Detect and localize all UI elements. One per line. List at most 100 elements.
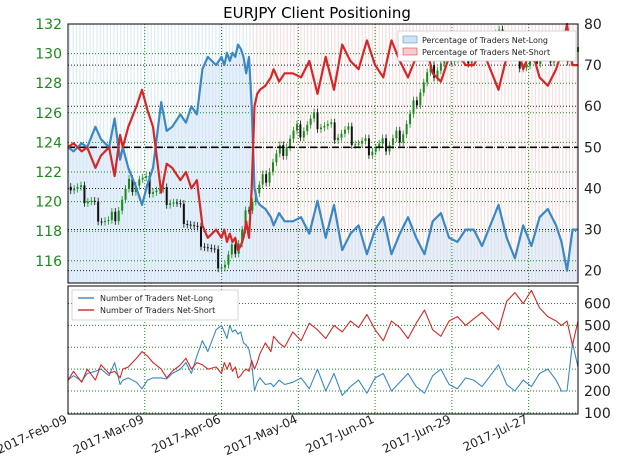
price-candle-body (426, 72, 429, 83)
price-candle-body (323, 125, 326, 128)
price-candle-body (206, 247, 209, 249)
price-candle-body (128, 178, 131, 189)
price-tick-label: 120 (35, 195, 62, 211)
date-tick-label: 2017-Jun-29 (380, 412, 453, 456)
price-candle-body (333, 122, 336, 141)
date-tick-label: 2017-Mar-09 (71, 412, 146, 457)
price-candle-body (175, 202, 178, 204)
price-candle-body (299, 124, 302, 138)
price-candle-body (152, 192, 154, 194)
percent-tick-label: 30 (584, 223, 602, 239)
price-candle-body (73, 188, 76, 191)
top-legend: Percentage of Traders Net-Long Percentage… (397, 30, 577, 62)
date-tick-label: 2017-Jul-27 (461, 412, 530, 454)
price-candle-body (319, 127, 322, 130)
price-tick-label: 124 (35, 135, 62, 151)
price-candle-body (90, 200, 93, 202)
price-tick-label: 116 (35, 254, 62, 270)
price-candle-body (241, 229, 244, 244)
price-candle-body (388, 145, 391, 152)
price-candle-body (275, 153, 278, 163)
price-candle-body (121, 199, 124, 211)
price-candle-body (210, 247, 213, 249)
price-candle-body (337, 137, 340, 141)
price-candle-body (292, 130, 295, 139)
percent-tick-label: 20 (584, 264, 602, 280)
price-candle-body (350, 126, 353, 146)
price-candle-body (193, 225, 196, 227)
price-candle-body (409, 113, 412, 125)
price-candle-body (230, 244, 233, 255)
price-candle-body (265, 174, 268, 183)
price-candle-body (306, 124, 309, 132)
price-candle-body (80, 185, 83, 188)
count-tick-label: 200 (584, 384, 611, 400)
price-candle-body (186, 223, 189, 225)
price-candle-body (347, 126, 350, 130)
price-candle-body (381, 138, 384, 144)
price-candle-body (278, 145, 281, 154)
price-candle-body (227, 254, 230, 265)
date-tick-label: 2017-May-04 (222, 412, 300, 458)
bottom-plot-frame (67, 285, 579, 415)
price-candle-body (371, 151, 374, 156)
price-candle-body (247, 210, 250, 212)
trader-count-panel: 100 200 300 400 500 600 Number of Traders Net-… (67, 285, 611, 422)
price-candle-body (343, 129, 346, 134)
price-tick-label: 132 (35, 17, 62, 33)
price-candle-body (148, 176, 151, 194)
price-candle-body (76, 187, 79, 189)
price-candle-body (97, 201, 100, 222)
price-candle-body (199, 226, 202, 247)
price-candle-body (83, 185, 86, 204)
price-candle-body (529, 58, 532, 66)
price-tick-label: 118 (35, 224, 62, 240)
price-tick-label: 126 (35, 106, 62, 122)
price-candle-body (361, 140, 364, 144)
price-candle-body (433, 65, 436, 78)
price-candle-body (179, 203, 182, 205)
price-candle-body (86, 201, 89, 204)
price-candle-body (93, 200, 96, 202)
net-long-area (68, 44, 578, 283)
price-candle-body (268, 171, 271, 183)
legend-swatch (402, 47, 418, 56)
top-plot-frame (67, 23, 579, 284)
percent-tick-label: 50 (584, 140, 602, 156)
price-candle-body (415, 100, 418, 106)
date-tick-label: 2017-Jun-01 (303, 412, 376, 456)
legend-label: Number of Traders Net-Short (100, 306, 215, 315)
price-candle-body (244, 210, 247, 230)
positioning-panel: 116 118 120 122 124 126 128 130 132 20 30 40 50 60 70 8… (35, 17, 602, 284)
price-candle-body (374, 147, 377, 152)
price-candle-body (282, 145, 285, 156)
price-candle-body (114, 211, 117, 222)
chart-title: EURJPY Client Positioning (223, 4, 411, 22)
price-candle-body (405, 124, 408, 135)
price-candle-body (100, 221, 103, 223)
count-tick-label: 400 (584, 340, 611, 356)
price-tick-label: 130 (35, 47, 62, 63)
percent-tick-label: 70 (584, 58, 602, 74)
percent-tick-label: 60 (584, 99, 602, 115)
price-candle-body (141, 177, 144, 180)
price-candle-body (138, 179, 141, 186)
price-candle-body (378, 143, 381, 148)
price-candle-body (145, 176, 148, 178)
price-candle-body (436, 70, 439, 78)
count-tick-label: 500 (584, 318, 611, 334)
price-candle-body (223, 264, 226, 268)
price-candle-body (189, 224, 192, 226)
net-long-count-line (67, 324, 579, 396)
legend-box (397, 30, 577, 62)
price-candle-body (69, 186, 72, 191)
price-candle-body (203, 246, 206, 248)
count-tick-label: 600 (584, 297, 611, 313)
price-candle-body (162, 187, 165, 189)
price-candle-body (412, 100, 415, 114)
legend-label: Percentage of Traders Net-Long (422, 36, 548, 45)
price-candle-body (104, 220, 107, 222)
price-candle-body (107, 220, 110, 222)
price-candle-body (422, 82, 425, 93)
